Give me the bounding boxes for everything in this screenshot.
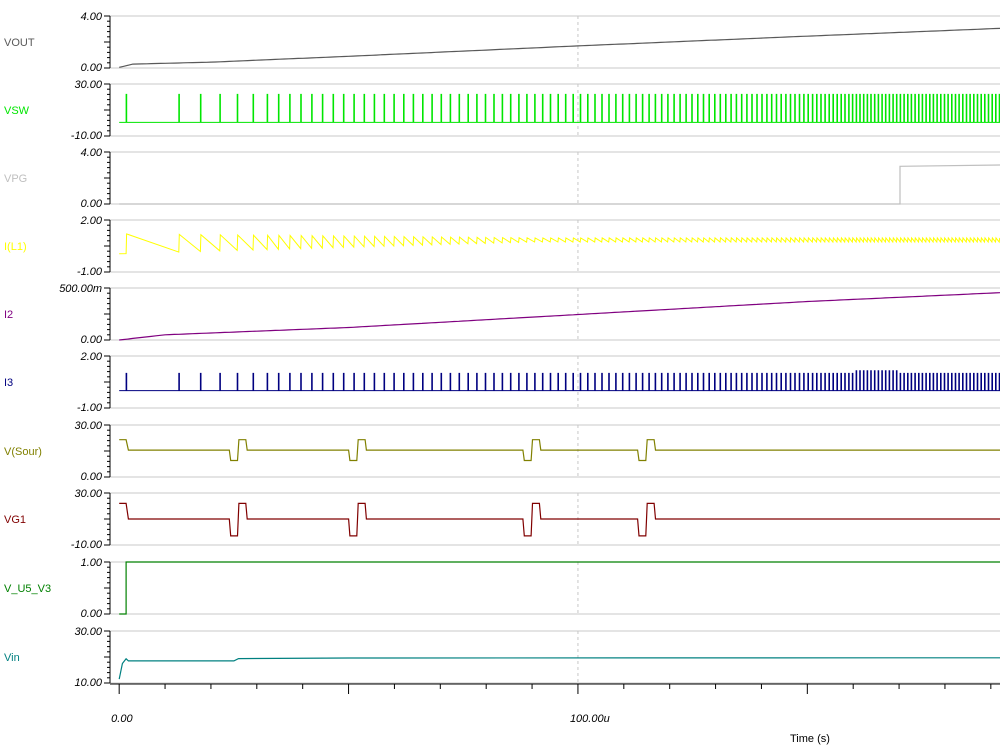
- panel-v-sour-: 0.00 30.00 V(Sour): [4, 420, 1000, 483]
- panel-vpg: 0.00 4.00 VPG: [4, 147, 1000, 210]
- y-tick-label: 4.00: [81, 11, 103, 23]
- trace-i-l1-: [119, 233, 1000, 255]
- panel-i3: -1.00 2.00 I3: [4, 351, 1000, 414]
- series-name: V(Sour): [4, 446, 42, 458]
- y-tick-label: 0.00: [81, 471, 103, 483]
- y-tick-label: 0.00: [81, 608, 103, 620]
- trace-i3: [119, 370, 1000, 392]
- series-name: Vin: [4, 652, 20, 664]
- y-tick-label: 10.00: [74, 677, 102, 689]
- y-tick-label: 1.00: [81, 557, 103, 569]
- y-tick-label: 30.00: [74, 79, 102, 91]
- panel-vout: 0.00 4.00 VOUT: [4, 11, 1000, 74]
- y-tick-label: 0.00: [81, 62, 103, 74]
- series-name: VPG: [4, 173, 27, 185]
- y-tick-label: 4.00: [81, 147, 103, 159]
- x-ticks: 0.00 100.00u: [111, 684, 992, 725]
- y-tick-label: -1.00: [77, 266, 103, 278]
- trace-vout: [119, 27, 1000, 68]
- y-tick-label: 2.00: [80, 351, 103, 363]
- panel-vin: 10.00 30.00 Vin: [4, 626, 1000, 689]
- panel-v-u5-v3: 0.00 1.00 V_U5_V3: [4, 557, 1000, 620]
- panel-vsw: -10.00 30.00 VSW: [4, 79, 1000, 142]
- series-name: I(L1): [4, 241, 27, 253]
- panels-group: 0.00 4.00 VOUT -10.00 30.00 VSW 0.00 4.00 VPG -1.…: [4, 11, 1000, 689]
- y-tick-label: 0.00: [81, 334, 103, 346]
- series-name: I3: [4, 377, 13, 389]
- panel-i-l1-: -1.00 2.00 I(L1): [4, 215, 1000, 278]
- y-tick-label: 500.00m: [59, 283, 102, 295]
- x-axis-label: Time (s): [790, 733, 830, 745]
- y-tick-label: 30.00: [74, 420, 102, 432]
- y-tick-label: 2.00: [80, 215, 103, 227]
- trace-vin: [118, 657, 1000, 680]
- series-name: VSW: [4, 105, 30, 117]
- trace-vpg: [119, 164, 1000, 205]
- series-name: VOUT: [4, 37, 35, 49]
- x-tick-label: 100.00u: [570, 713, 610, 725]
- series-name: I2: [4, 309, 13, 321]
- x-axis: 0.00 100.00u Time (s): [110, 683, 1000, 745]
- panel-vg1: -10.00 30.00 VG1: [4, 488, 1000, 551]
- y-tick-label: 30.00: [74, 626, 102, 638]
- x-tick-label: 0.00: [111, 713, 133, 725]
- trace-i2: [119, 292, 1000, 341]
- y-tick-label: -1.00: [77, 402, 103, 414]
- series-name: V_U5_V3: [4, 583, 51, 595]
- y-tick-label: -10.00: [71, 130, 103, 142]
- y-tick-label: 30.00: [74, 488, 102, 500]
- trace-vg1: [119, 502, 1000, 537]
- y-tick-label: -10.00: [71, 539, 103, 551]
- trace-v-u5-v3: [119, 561, 1000, 615]
- series-name: VG1: [4, 514, 26, 526]
- trace-vsw: [119, 93, 1000, 123]
- panel-i2: 0.00 500.00m I2: [4, 283, 1000, 346]
- y-tick-label: 0.00: [81, 198, 103, 210]
- trace-v-sour-: [119, 439, 1000, 462]
